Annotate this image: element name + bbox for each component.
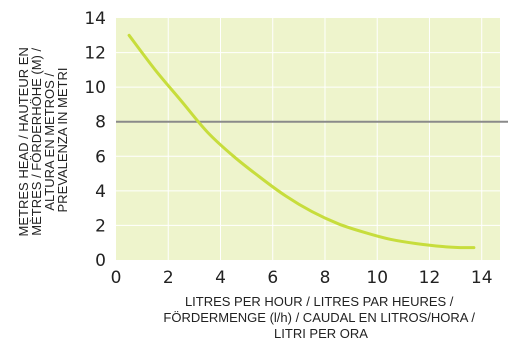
x-axis-title: LITRES PER HOUR / LITRES PAR HEURES / FÖ… — [163, 294, 478, 341]
plot-background — [116, 18, 500, 260]
x-tick-label: 6 — [267, 268, 278, 288]
x-axis-title-line: LITRI PER ORA — [274, 326, 368, 341]
y-tick-label: 10 — [84, 78, 106, 98]
y-tick-label: 8 — [95, 113, 106, 133]
x-tick-labels: 0 2 4 6 8 10 12 14 — [111, 268, 493, 288]
y-axis-title-line: PREVALENZA IN METRI — [55, 68, 70, 213]
x-axis-title-line: LITRES PER HOUR / LITRES PAR HEURES / — [185, 294, 454, 309]
x-tick-label: 14 — [471, 268, 493, 288]
y-axis-title-line: METRES HEAD / HAUTEUR EN — [16, 47, 31, 236]
x-tick-label: 4 — [215, 268, 226, 288]
y-axis-title-line: ALTURA EN METROS / — [42, 73, 57, 211]
series-line — [127, 33, 476, 250]
x-tick-label: 10 — [366, 268, 388, 288]
y-axis-title-line: MÈTRES / FÖRDERHÖHE (M) / — [29, 48, 44, 236]
y-axis-title: METRES HEAD / HAUTEUR EN MÈTRES / FÖRDER… — [16, 44, 70, 237]
y-tick-label: 12 — [84, 44, 106, 64]
y-tick-label: 2 — [95, 216, 106, 236]
y-tick-label: 4 — [95, 182, 106, 202]
x-tick-label: 0 — [111, 268, 122, 288]
y-tick-label: 14 — [84, 9, 106, 29]
x-tick-label: 12 — [419, 268, 441, 288]
x-axis-title-line: FÖRDERMENGE (l/h) / CAUDAL EN LITROS/HOR… — [163, 310, 475, 325]
y-tick-labels: 0 2 4 6 8 10 12 14 — [84, 9, 106, 271]
x-tick-label: 8 — [320, 268, 331, 288]
x-tick-label: 2 — [163, 268, 174, 288]
y-tick-label: 0 — [95, 251, 106, 271]
y-tick-label: 6 — [95, 147, 106, 167]
